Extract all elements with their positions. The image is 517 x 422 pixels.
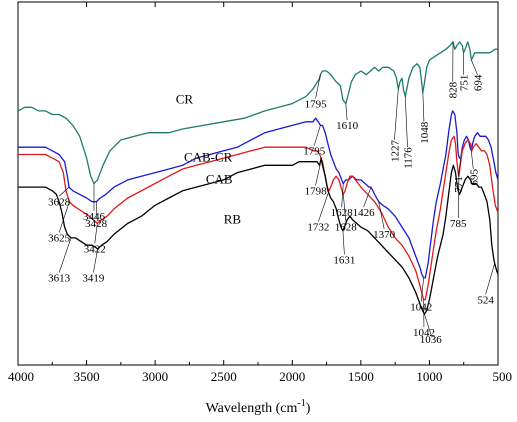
peak-label-cab-1732: 1732: [307, 222, 329, 234]
peak-label-cab-cr-1628: 1628: [331, 207, 354, 219]
peak-label-cab-cr-3628: 3628: [48, 196, 71, 208]
series-line-cab: [18, 135, 499, 301]
peak-leader-cr-1795: [315, 74, 321, 99]
peak-leader-rb-3613: [58, 237, 72, 273]
peak-label-cab-cr-695: 695: [468, 168, 480, 185]
x-tick-label-3000: 3000: [142, 369, 168, 384]
peak-leader-cr-1610: [345, 103, 348, 121]
x-tick-label-2000: 2000: [279, 369, 305, 384]
peak-label-cr-1610: 1610: [336, 120, 359, 132]
peak-leader-cab-cr-695: [470, 150, 474, 170]
peak-leader-rb-3419: [93, 248, 98, 273]
peak-label-cab-3625: 3625: [48, 233, 71, 245]
peak-label-cr-1176: 1176: [402, 147, 414, 169]
peak-label-rb-1036: 1036: [420, 334, 443, 346]
peak-leader-rb-1631: [342, 230, 345, 255]
peak-leader-cab-785: [457, 176, 460, 219]
peak-leader-rb-1036: [424, 314, 432, 335]
peak-leader-cab-cr-1426: [363, 187, 372, 208]
peak-label-cab-3422: 3422: [84, 243, 106, 255]
peak-leader-cr-1176: [404, 96, 408, 148]
peak-label-cab-cr-1795: 1795: [303, 145, 326, 157]
peak-leader-rb-1798: [315, 165, 321, 186]
x-tick-label-2500: 2500: [211, 369, 237, 384]
peak-label-cr-3446: 3446: [83, 211, 106, 223]
peak-leader-cr-1227: [394, 89, 399, 140]
peak-label-cab-cr-1370: 1370: [373, 229, 396, 241]
peak-leader-cab-cr-3628: [58, 186, 70, 197]
peak-leader-cr-694: [471, 59, 478, 75]
peak-leader-cab-3422: [94, 223, 98, 244]
peak-leader-cab-cr-1628: [341, 183, 344, 208]
label-layer: CR CAB-CR CAB RB 3446 1795 1610 1227 1176 1048 828…: [48, 41, 495, 346]
x-tick-label-3500: 3500: [74, 369, 100, 384]
peak-label-cr-1227: 1227: [389, 139, 401, 162]
peak-leader-cab-1732: [318, 190, 330, 222]
series-label-cab-cr: CAB-CR: [184, 150, 233, 165]
peak-leader-cab-cr-1042: [420, 277, 424, 302]
peak-label-cab-cr-1426: 1426: [353, 207, 376, 219]
x-tick-label-1500: 1500: [348, 369, 374, 384]
peak-leader-cab-cr-1370: [378, 201, 385, 230]
peak-label-cab-cr-771: 771: [453, 176, 465, 193]
x-tick-label-500: 500: [493, 369, 513, 384]
x-axis: 4000 3500 3000 2500 2000 1500 1000 500: [8, 2, 512, 384]
peak-leader-cab-1628: [343, 194, 347, 222]
series-line-cab-cr: [18, 110, 499, 279]
peak-label-cr-694: 694: [472, 74, 484, 91]
peak-label-cr-1795: 1795: [305, 98, 328, 110]
x-axis-title: Wavelength (cm-1): [206, 398, 311, 416]
peak-label-cr-828: 828: [448, 81, 460, 98]
series-label-cr: CR: [176, 92, 194, 107]
peak-label-cr-1048: 1048: [419, 121, 431, 144]
peak-label-rb-1631: 1631: [333, 254, 355, 266]
series-line-cr: [17, 41, 498, 185]
peak-label-cab-cr-1042: 1042: [410, 302, 432, 314]
peak-label-cab-cr-3428: 3428: [85, 218, 108, 230]
x-tick-label-1000: 1000: [416, 369, 442, 384]
series-label-cab: CAB: [206, 172, 233, 187]
peak-label-rb-3613: 3613: [48, 273, 71, 285]
peak-leader-cab-3625: [58, 201, 70, 233]
series-layer: [17, 41, 499, 315]
peak-label-rb-524: 524: [477, 294, 494, 306]
peak-label-cr-751: 751: [459, 75, 471, 92]
peak-leader-rb-524: [485, 263, 495, 295]
peak-label-rb-1798: 1798: [305, 185, 328, 197]
peak-leader-cab-cr-1795: [313, 125, 321, 146]
series-line-rb: [18, 157, 499, 315]
peak-label-cab-1628: 1628: [335, 222, 358, 234]
series-label-rb: RB: [224, 211, 242, 226]
peak-leader-cr-1048: [422, 92, 425, 122]
x-tick-label-4000: 4000: [8, 369, 34, 384]
peak-label-cab-785: 785: [450, 218, 467, 230]
peak-leader-cab-cr-771: [457, 158, 462, 177]
peak-label-rb-3419: 3419: [82, 273, 105, 285]
